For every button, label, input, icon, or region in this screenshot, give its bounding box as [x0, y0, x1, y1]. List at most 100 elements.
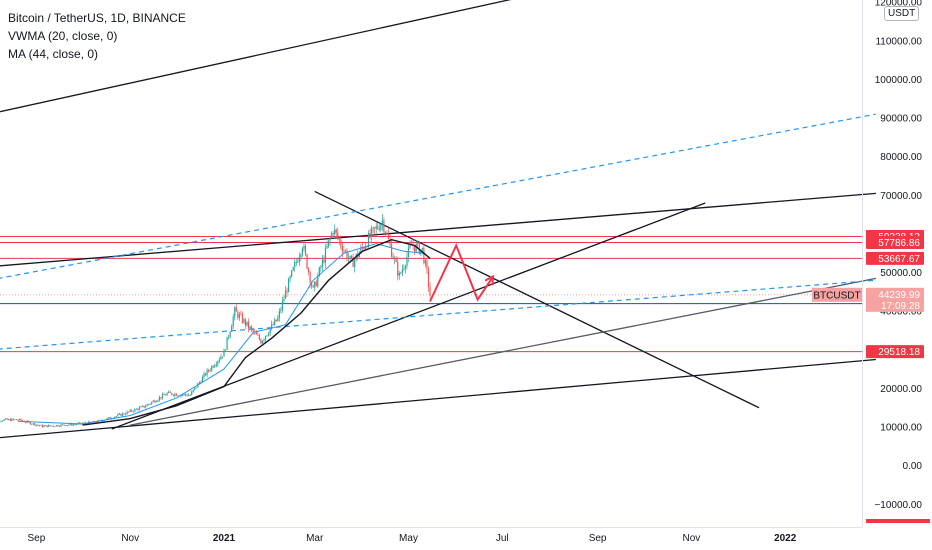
symbol-title[interactable]: Bitcoin / TetherUS, 1D, BINANCE — [8, 11, 186, 25]
candle-body-119 — [171, 392, 173, 395]
candle-body-259 — [386, 233, 388, 235]
projection-path — [429, 242, 495, 302]
symbol-tag: BTCUSDT — [813, 290, 860, 301]
candle-body-185 — [272, 324, 274, 326]
candle-body-84 — [117, 414, 119, 417]
candle-body-149 — [217, 361, 219, 365]
candle-body-91 — [128, 411, 130, 413]
level-price-label-1-bg — [866, 235, 924, 249]
candle-body-145 — [211, 366, 213, 371]
candle-body-191 — [281, 300, 284, 310]
candle-body-269 — [401, 269, 403, 273]
trend-line-0 — [0, 0, 512, 113]
vwma-indicator-label[interactable]: VWMA (20, close, 0) — [8, 29, 118, 43]
candle-body-156 — [228, 336, 230, 338]
price-tick-label-2: 100000.00 — [875, 75, 923, 86]
candle-body-130 — [188, 395, 190, 396]
candle-body-180 — [264, 336, 267, 340]
candle-body-272 — [406, 256, 408, 267]
candle-body-51 — [66, 425, 68, 427]
price-tick-label-3: 90000.00 — [880, 114, 922, 125]
candle-body-255 — [380, 224, 382, 230]
candle-body-188 — [277, 317, 279, 322]
trend-line-7 — [0, 279, 876, 350]
candle-body-143 — [208, 369, 210, 371]
candle-body-32 — [37, 424, 39, 426]
candle-body-226 — [335, 229, 337, 233]
candle-body-232 — [344, 250, 347, 252]
candle-body-285 — [426, 260, 428, 270]
time-axis[interactable]: Sep Nov 2021 Mar May Jul Sep Nov 2022 — [0, 527, 862, 545]
candle-body-250 — [372, 227, 374, 229]
candle-body-132 — [191, 391, 193, 396]
price-axis[interactable]: 120000.00 110000.00 100000.00 90000.00 80000… — [862, 0, 931, 527]
candle-body-177 — [260, 339, 262, 344]
candle-body-213 — [315, 281, 317, 287]
price-tick-label-7: 50000.00 — [880, 268, 922, 279]
candle-body-115 — [164, 394, 167, 396]
candle-body-131 — [189, 395, 191, 396]
candle-body-128 — [184, 393, 187, 395]
candle-body-127 — [183, 393, 185, 395]
candle-body-169 — [248, 321, 250, 329]
candle-body-114 — [163, 394, 165, 395]
candle-body-251 — [374, 227, 376, 229]
candle-body-117 — [168, 391, 170, 393]
countdown-label: 17:09:28 — [881, 301, 920, 312]
candle-body-83 — [115, 416, 117, 417]
candle-body-198 — [292, 267, 294, 271]
candle-body-113 — [161, 394, 164, 399]
candle-body-31 — [35, 424, 38, 426]
candle-body-22 — [21, 420, 24, 422]
trend-line-4 — [0, 358, 876, 439]
currency-badge[interactable]: USDT — [884, 6, 920, 21]
candle-body-116 — [166, 392, 168, 396]
candle-body-94 — [132, 411, 134, 413]
candle-body-126 — [181, 394, 184, 396]
candle-body-261 — [389, 238, 391, 245]
candle-body-107 — [152, 400, 154, 402]
candle-body-152 — [221, 356, 224, 358]
candle-body-266 — [397, 261, 399, 276]
candle-body-258 — [384, 232, 387, 234]
candle-body-142 — [206, 369, 208, 376]
candle-body-208 — [307, 268, 310, 273]
candle-body-53 — [69, 423, 71, 425]
price-tick-label-13: −10000.00 — [874, 500, 922, 511]
candle-body-159 — [232, 316, 234, 327]
candle-body-20 — [18, 418, 21, 420]
candle-body-270 — [403, 268, 405, 270]
candle-body-122 — [175, 393, 177, 396]
price-tick-label-8: 40000.00 — [880, 307, 922, 318]
indicator-lines — [17, 238, 431, 426]
candle-body-210 — [311, 282, 313, 286]
candle-body-95 — [134, 409, 136, 412]
candle-body-39 — [48, 425, 50, 427]
candle-body-88 — [123, 413, 125, 415]
candle-body-34 — [40, 425, 42, 426]
candle-body-231 — [343, 250, 345, 252]
candle-body-135 — [195, 387, 197, 389]
candle-body-18 — [15, 419, 18, 421]
candle-body-121 — [174, 393, 176, 396]
candle-body-49 — [63, 424, 65, 426]
candle-body-82 — [114, 416, 116, 419]
candle-body-123 — [177, 395, 179, 397]
candle-body-85 — [118, 413, 121, 415]
candle-body-235 — [349, 255, 351, 259]
price-tick-label-0: 120000.00 — [875, 0, 923, 9]
level-price-label-3-bg — [866, 345, 924, 359]
candle-body-219 — [324, 247, 327, 263]
ma-indicator-label[interactable]: MA (44, close, 0) — [8, 47, 99, 61]
candle-body-286 — [427, 269, 430, 287]
candle-body-154 — [224, 349, 227, 351]
projection-zigzag — [429, 242, 494, 302]
candle-body-171 — [251, 326, 253, 329]
vwma-line — [17, 243, 426, 425]
time-tick-label-5: Jul — [496, 533, 509, 544]
candle-body-183 — [269, 328, 271, 334]
price-tick-label-4: 80000.00 — [880, 152, 922, 163]
candle-body-112 — [160, 397, 162, 399]
candle-body-182 — [267, 333, 270, 336]
